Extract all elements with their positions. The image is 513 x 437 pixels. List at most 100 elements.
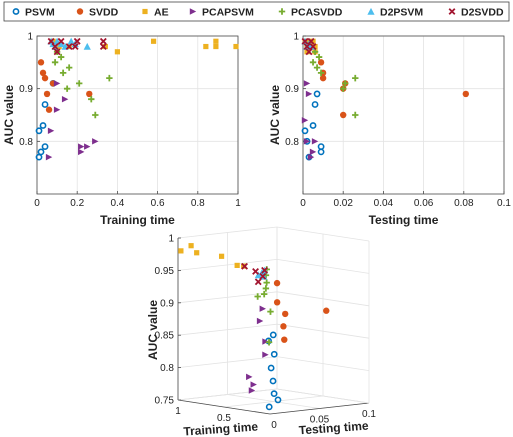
data-point-3d-d2svdd xyxy=(254,278,262,286)
data-point-pcapsvm xyxy=(53,106,61,113)
training-tick-label: 0 xyxy=(271,420,277,431)
legend-marker-d2psvm xyxy=(367,7,375,15)
legend-box xyxy=(3,1,510,22)
data-point-3d-pcapsvm xyxy=(246,373,253,381)
legend-marker-ae xyxy=(142,8,148,15)
data-point-psvm xyxy=(37,148,45,156)
x-tick-label: 0.4 xyxy=(110,198,124,209)
data-point-3d-pcapsvm xyxy=(250,381,257,388)
legend-marker-pcapsvm xyxy=(189,8,197,15)
data-point-pcasvdd xyxy=(51,59,59,66)
series-3d-d2svdd xyxy=(241,262,268,286)
data-point-ae xyxy=(304,49,310,55)
x-axis-label: Testing time xyxy=(369,213,439,227)
data-point-psvm xyxy=(301,127,309,135)
data-point-3d-d2psvm xyxy=(254,271,262,279)
data-point-ae xyxy=(233,43,239,50)
series-pcapsvm xyxy=(45,80,99,161)
data-point-3d-ae xyxy=(234,262,240,268)
data-point-pcasvdd xyxy=(352,74,359,82)
training-axis xyxy=(177,399,271,415)
data-point-pcapsvm xyxy=(301,117,309,124)
data-point-ae xyxy=(114,49,120,55)
data-point-pcapsvm xyxy=(78,148,85,156)
legend-label-psvm: PSVM xyxy=(25,7,55,19)
data-point-pcapsvm xyxy=(84,143,91,150)
y-tick-label: 0.9 xyxy=(19,84,33,95)
data-point-3d-psvm xyxy=(269,331,277,339)
data-point-svdd xyxy=(319,74,327,82)
data-point-svdd xyxy=(41,74,49,82)
legend-item-ae: AE xyxy=(142,7,169,19)
data-point-3d-psvm xyxy=(270,350,278,358)
x-tick-label: 0.06 xyxy=(414,198,434,209)
y-axis-label: AUC value xyxy=(268,85,282,145)
series-pcasvdd xyxy=(51,48,113,119)
auc-tick-label: 0.95 xyxy=(155,266,175,277)
x-tick-label: 0.1 xyxy=(497,198,511,209)
chart-3d: 0.75 0.8 0.85 0.9 0.95 1 1 0.5 0 0.05 0.1 Training … xyxy=(146,226,376,437)
data-point-d2svdd xyxy=(65,43,73,50)
x-tick-label: 0.8 xyxy=(191,198,205,209)
data-point-psvm xyxy=(39,122,47,129)
data-point-3d-pcapsvm xyxy=(262,338,269,345)
data-point-3d-psvm xyxy=(265,403,273,411)
testing-axis-label: Testing time xyxy=(298,419,369,437)
data-point-svdd xyxy=(317,59,325,66)
series-3d-svdd xyxy=(273,279,330,343)
y-tick-label: 0.8 xyxy=(19,137,33,148)
data-point-3d-pcapsvm xyxy=(256,317,264,325)
floor-edge xyxy=(276,388,370,404)
data-point-svdd xyxy=(45,106,53,113)
data-point-3d-psvm xyxy=(274,396,282,404)
data-point-d2svdd xyxy=(99,43,107,50)
x-tick-label: 0.08 xyxy=(454,198,474,209)
series-pcapsvm xyxy=(301,80,319,161)
data-point-3d-ae xyxy=(194,250,200,256)
data-point-pcapsvm xyxy=(309,148,317,156)
legend-marker-d2svdd xyxy=(448,8,456,15)
data-point-pcasvdd xyxy=(88,96,95,103)
data-point-3d-d2svdd xyxy=(261,266,268,274)
series-pcasvdd xyxy=(309,48,359,119)
data-point-psvm xyxy=(41,101,49,108)
plot-frame xyxy=(302,35,505,195)
data-point-pcasvdd xyxy=(63,85,71,92)
series-d2svdd xyxy=(301,37,317,56)
data-point-d2svdd xyxy=(99,37,107,45)
x-axis-label: Training time xyxy=(100,213,175,227)
data-point-psvm xyxy=(311,101,319,108)
legend-label-ae: AE xyxy=(154,7,169,19)
data-point-d2svdd xyxy=(307,37,315,45)
y-axis-label: AUC value xyxy=(2,85,16,145)
data-point-svdd xyxy=(39,69,47,77)
data-point-3d-pcasvdd xyxy=(265,339,273,346)
legend-marker-pcasvdd xyxy=(278,8,286,15)
legend-item-psvm: PSVM xyxy=(12,7,55,19)
data-point-pcasvdd xyxy=(106,74,113,82)
data-point-d2svdd xyxy=(73,37,81,45)
data-point-3d-pcapsvm xyxy=(262,351,269,358)
x-tick-label: 0 xyxy=(300,198,306,209)
data-point-pcapsvm xyxy=(47,127,55,134)
data-point-pcapsvm xyxy=(311,138,319,145)
data-point-3d-d2svdd xyxy=(259,272,267,280)
data-point-pcapsvm xyxy=(45,153,53,161)
data-point-svdd xyxy=(37,59,45,66)
data-point-pcasvdd xyxy=(59,69,67,77)
data-point-psvm xyxy=(41,143,49,150)
y-tick-label: 1 xyxy=(27,32,33,43)
x-tick-label: 0.04 xyxy=(374,198,394,209)
data-point-pcasvdd xyxy=(57,53,65,61)
data-point-3d-psvm xyxy=(270,390,278,398)
data-point-ae xyxy=(150,38,157,44)
data-point-pcapsvm xyxy=(78,143,85,150)
legend-item-d2psvm: D2PSVM xyxy=(367,7,423,19)
data-point-pcapsvm xyxy=(305,90,313,98)
data-point-d2psvm xyxy=(67,37,75,45)
data-point-3d-pcasvdd xyxy=(262,285,270,292)
data-point-pcapsvm xyxy=(303,138,311,145)
x-tick-label: 0.02 xyxy=(333,198,353,209)
data-point-psvm xyxy=(313,90,321,98)
legend-item-d2svdd: D2SVDD xyxy=(448,7,504,19)
